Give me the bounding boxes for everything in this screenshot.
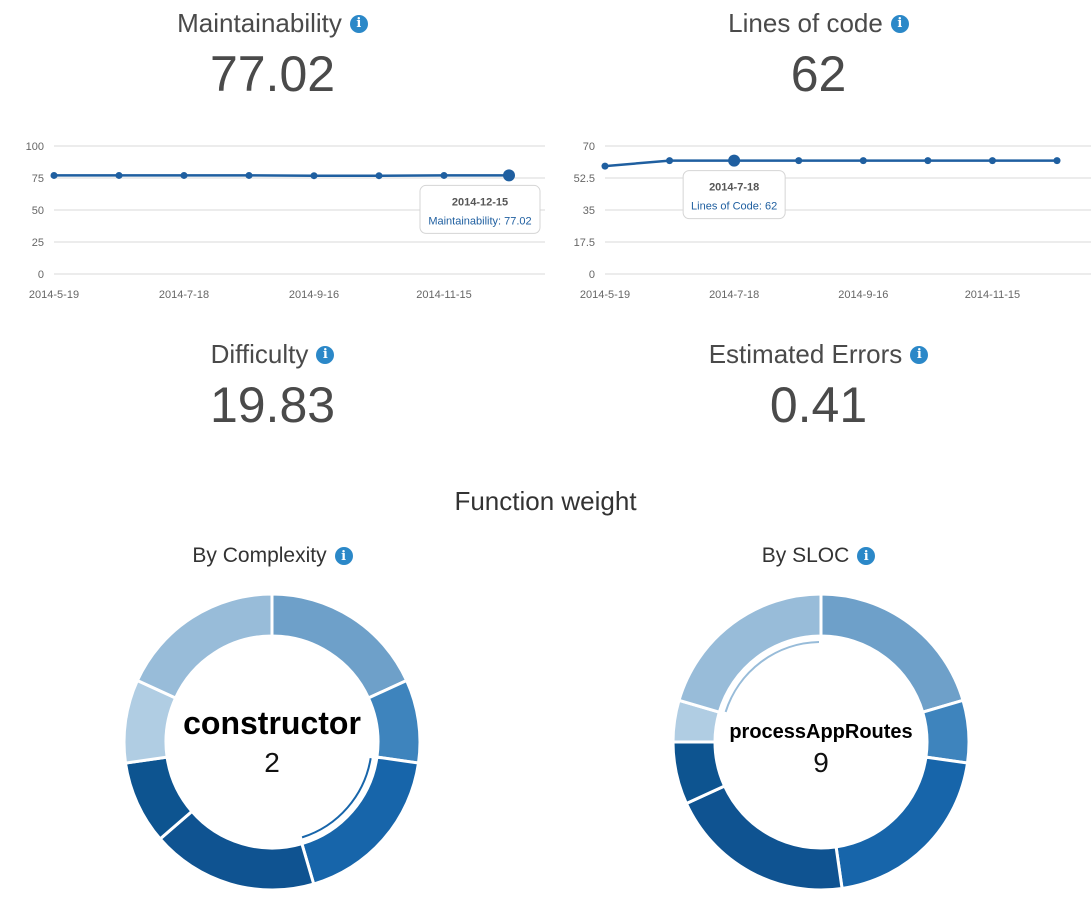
loc-title: Lines of code i [728, 8, 909, 39]
data-point [666, 157, 673, 164]
x-tick-label: 2014-9-16 [289, 289, 339, 301]
y-tick-label: 100 [26, 141, 44, 153]
info-icon[interactable]: i [891, 15, 909, 33]
complexity-donut[interactable]: constructor 2 [112, 582, 432, 902]
sloc-donut[interactable]: processAppRoutes 9 [661, 582, 981, 902]
data-point [246, 172, 253, 179]
loc-panel: Lines of code i 62 [546, 8, 1091, 103]
loc-chart[interactable]: 0 17.5 35 52.5 70 2014-5-19 2014-7-18 2014-9-16… [546, 135, 1091, 305]
donut-center-name: processAppRoutes [729, 721, 912, 743]
info-icon[interactable]: i [857, 547, 875, 565]
maintainability-value: 77.02 [0, 45, 545, 103]
data-point [795, 157, 802, 164]
info-icon[interactable]: i [316, 346, 334, 364]
data-point [503, 169, 515, 181]
donut-slice [137, 594, 272, 698]
errors-label: Estimated Errors [709, 339, 903, 370]
by-complexity-label: By Complexity [192, 544, 326, 568]
tooltip-text: Maintainability: 77.02 [428, 215, 531, 227]
y-tick-label: 17.5 [574, 237, 595, 249]
donut-slice [836, 757, 967, 888]
tooltip: 2014-7-18 Lines of Code: 62 [683, 171, 785, 219]
tooltip-title: 2014-7-18 [709, 182, 759, 194]
donut-slice [368, 681, 420, 764]
x-tick-label: 2014-5-19 [29, 289, 79, 301]
info-icon[interactable]: i [335, 547, 353, 565]
donut-slice [679, 594, 821, 712]
loc-value: 62 [546, 45, 1091, 103]
y-tick-label: 25 [32, 237, 44, 249]
donut-center-value: 2 [264, 747, 280, 778]
info-icon[interactable]: i [350, 15, 368, 33]
donut-slice [302, 757, 419, 884]
donut-center-value: 9 [813, 747, 829, 778]
data-point [311, 172, 318, 179]
x-tick-label: 2014-11-15 [965, 289, 1020, 301]
loc-label: Lines of code [728, 8, 883, 39]
data-point [602, 163, 609, 170]
by-sloc-panel: By SLOC i [546, 544, 1091, 568]
donut-slice [686, 786, 842, 890]
y-tick-label: 52.5 [574, 173, 595, 185]
data-point [728, 155, 740, 167]
donut-center-name: constructor [183, 705, 361, 741]
y-tick-label: 70 [583, 141, 595, 153]
errors-panel: Estimated Errors i 0.41 [546, 339, 1091, 434]
y-tick-label: 75 [32, 173, 44, 185]
data-point [860, 157, 867, 164]
x-tick-label: 2014-5-19 [580, 289, 630, 301]
data-point [376, 172, 383, 179]
data-point [441, 172, 448, 179]
donut-slice [272, 594, 407, 698]
difficulty-value: 19.83 [0, 376, 545, 434]
donut-slice [923, 700, 969, 763]
donut-slice [160, 811, 314, 890]
by-complexity-panel: By Complexity i [0, 544, 545, 568]
by-complexity-title: By Complexity i [192, 544, 352, 568]
x-tick-label: 2014-7-18 [159, 289, 209, 301]
maintainability-label: Maintainability [177, 8, 342, 39]
x-tick-label: 2014-11-15 [416, 289, 471, 301]
maintainability-panel: Maintainability i 77.02 [0, 8, 545, 103]
info-icon[interactable]: i [910, 346, 928, 364]
function-weight-title: Function weight [0, 486, 1091, 517]
data-point [989, 157, 996, 164]
y-tick-label: 50 [32, 205, 44, 217]
tooltip: 2014-12-15 Maintainability: 77.02 [420, 185, 540, 233]
maintainability-chart[interactable]: 0 25 50 75 100 2014-5-19 2014-7-18 2014-9-16 201… [0, 135, 545, 305]
data-point [51, 172, 58, 179]
data-point [116, 172, 123, 179]
tooltip-title: 2014-12-15 [452, 196, 508, 208]
errors-title: Estimated Errors i [709, 339, 929, 370]
donut-slice [821, 594, 963, 712]
y-tick-label: 35 [583, 205, 595, 217]
by-sloc-title: By SLOC i [762, 544, 876, 568]
tooltip-text: Lines of Code: 62 [691, 201, 777, 213]
data-point [181, 172, 188, 179]
maintainability-title: Maintainability i [177, 8, 368, 39]
y-tick-label: 0 [589, 269, 595, 281]
by-sloc-label: By SLOC [762, 544, 850, 568]
x-tick-label: 2014-7-18 [709, 289, 759, 301]
difficulty-panel: Difficulty i 19.83 [0, 339, 545, 434]
y-tick-label: 0 [38, 269, 44, 281]
data-point [1054, 157, 1061, 164]
x-tick-label: 2014-9-16 [838, 289, 888, 301]
errors-value: 0.41 [546, 376, 1091, 434]
data-point [924, 157, 931, 164]
difficulty-label: Difficulty [211, 339, 309, 370]
difficulty-title: Difficulty i [211, 339, 335, 370]
